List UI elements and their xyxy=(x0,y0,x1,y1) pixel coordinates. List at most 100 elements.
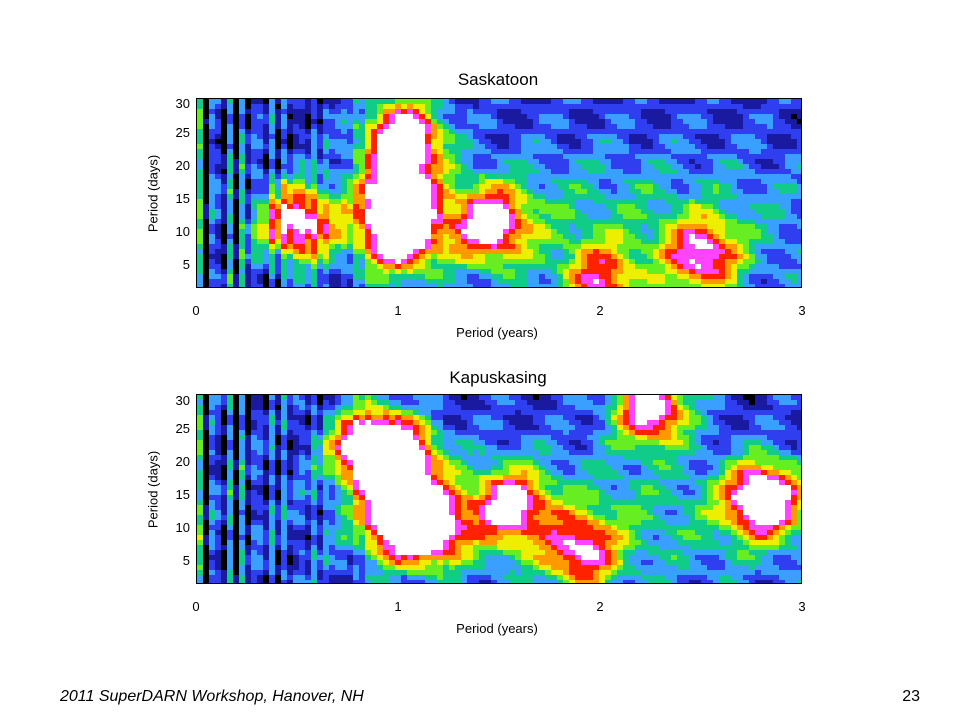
heatmap-cell xyxy=(269,515,276,521)
heatmap-cell xyxy=(305,264,312,270)
heatmap-cell xyxy=(311,119,318,125)
heatmap-cell xyxy=(299,420,306,426)
heatmap-cell xyxy=(257,239,264,245)
heatmap-cell xyxy=(293,525,300,531)
heatmap-cell xyxy=(377,269,384,275)
heatmap-cell xyxy=(209,104,216,110)
heatmap-cell xyxy=(437,229,444,235)
heatmap-cell xyxy=(797,229,801,235)
heatmap-cell xyxy=(335,475,342,481)
heatmap-cell xyxy=(653,234,660,240)
heatmap-cell xyxy=(239,114,246,120)
heatmap-cell xyxy=(593,154,600,160)
heatmap-cell xyxy=(461,104,468,110)
heatmap-cell xyxy=(797,269,801,275)
heatmap-cell xyxy=(467,184,474,190)
heatmap-cell xyxy=(239,440,246,446)
heatmap-cell xyxy=(275,490,282,496)
heatmap-cell xyxy=(665,244,672,250)
heatmap-cell xyxy=(575,264,582,270)
heatmap-cell xyxy=(215,515,222,521)
heatmap-cell xyxy=(203,109,210,115)
heatmap-cell xyxy=(545,99,552,105)
heatmap-cell xyxy=(635,159,642,165)
heatmap-cell xyxy=(299,154,306,160)
heatmap-cell xyxy=(305,400,312,406)
heatmap-cell xyxy=(305,229,312,235)
heatmap-cell xyxy=(335,500,342,506)
heatmap-cell xyxy=(539,209,546,215)
heatmap-cell xyxy=(791,249,798,255)
heatmap-cell xyxy=(215,274,222,280)
heatmap-cell xyxy=(707,269,714,275)
heatmap-cell xyxy=(689,274,696,280)
heatmap-cell xyxy=(263,99,270,105)
heatmap-cell xyxy=(203,129,210,135)
heatmap-cell xyxy=(611,159,618,165)
heatmap-cell xyxy=(689,114,696,120)
heatmap-cell xyxy=(671,214,678,220)
heatmap-cell xyxy=(305,560,312,566)
heatmap-cell xyxy=(647,109,654,115)
heatmap-cell xyxy=(299,485,306,491)
heatmap-cell xyxy=(473,124,480,130)
heatmap-cell xyxy=(593,269,600,275)
heatmap-cell xyxy=(461,269,468,275)
heatmap-cell xyxy=(425,259,432,265)
heatmap-cell xyxy=(275,114,282,120)
heatmap-cell xyxy=(761,119,768,125)
heatmap-cell xyxy=(245,470,252,476)
heatmap-cell xyxy=(245,159,252,165)
heatmap-cell xyxy=(611,169,618,175)
heatmap-cell xyxy=(629,104,636,110)
heatmap-cell xyxy=(215,550,222,556)
heatmap-cell xyxy=(497,254,504,260)
heatmap-cell xyxy=(305,535,312,541)
heatmap-cell xyxy=(521,114,528,120)
heatmap-cell xyxy=(479,229,486,235)
heatmap-cell xyxy=(227,164,234,170)
heatmap-cell xyxy=(569,224,576,230)
heatmap-cell xyxy=(221,545,228,551)
heatmap-cell xyxy=(491,149,498,155)
heatmap-cell xyxy=(293,114,300,120)
heatmap-cell xyxy=(365,470,372,476)
heatmap-cell xyxy=(215,420,222,426)
heatmap-cell xyxy=(371,485,378,491)
heatmap-cell xyxy=(491,244,498,250)
heatmap-cell xyxy=(329,194,336,200)
heatmap-cell xyxy=(287,490,294,496)
heatmap-cell xyxy=(395,169,402,175)
heatmap-cell xyxy=(575,99,582,105)
heatmap-cell xyxy=(557,159,564,165)
heatmap-cell xyxy=(329,550,336,556)
heatmap-cell xyxy=(275,500,282,506)
heatmap-cell xyxy=(563,174,570,180)
heatmap-cell xyxy=(317,244,324,250)
heatmap-cell xyxy=(707,234,714,240)
heatmap-cell xyxy=(227,520,234,526)
heatmap-cell xyxy=(299,134,306,140)
heatmap-cell xyxy=(515,154,522,160)
heatmap-cell xyxy=(515,104,522,110)
heatmap-cell xyxy=(701,279,708,285)
heatmap-cell xyxy=(257,550,264,556)
heatmap-cell xyxy=(323,144,330,150)
heatmap-cell xyxy=(773,134,780,140)
heatmap-cell xyxy=(731,174,738,180)
heatmap-cell xyxy=(341,124,348,130)
heatmap-cell xyxy=(761,159,768,165)
heatmap-cell xyxy=(209,445,216,451)
heatmap-cell xyxy=(605,269,612,275)
heatmap-cell xyxy=(677,254,684,260)
heatmap-cell xyxy=(545,264,552,270)
heatmap-cell xyxy=(485,234,492,240)
heatmap-canvas xyxy=(197,99,801,287)
heatmap-cell xyxy=(545,109,552,115)
heatmap-cell xyxy=(281,164,288,170)
heatmap-cell xyxy=(665,249,672,255)
heatmap-cell xyxy=(257,139,264,145)
heatmap-cell xyxy=(629,184,636,190)
heatmap-cell xyxy=(287,395,294,401)
heatmap-cell xyxy=(467,119,474,125)
